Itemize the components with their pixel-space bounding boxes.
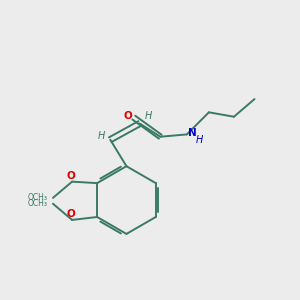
Text: O: O (67, 171, 75, 181)
Text: OCH₃: OCH₃ (28, 193, 48, 202)
Text: H: H (98, 131, 105, 141)
Text: H: H (144, 111, 152, 121)
Text: O: O (67, 209, 75, 219)
Text: OCH₃: OCH₃ (28, 199, 48, 208)
Text: N: N (188, 128, 197, 138)
Text: H: H (196, 135, 203, 145)
Text: O: O (124, 111, 132, 121)
